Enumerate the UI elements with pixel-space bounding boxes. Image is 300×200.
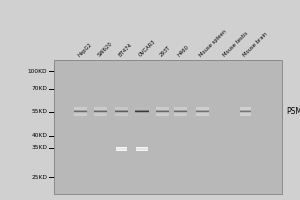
- Bar: [74, 108, 86, 109]
- Bar: [94, 110, 107, 111]
- Text: Mouse testis: Mouse testis: [223, 31, 250, 58]
- Bar: [156, 107, 169, 108]
- Bar: [240, 113, 251, 114]
- Bar: [116, 149, 127, 150]
- Bar: [135, 108, 149, 109]
- Bar: [136, 149, 148, 150]
- Bar: [94, 114, 107, 115]
- Bar: [240, 112, 251, 113]
- Bar: [174, 115, 187, 116]
- Text: HepG2: HepG2: [77, 42, 93, 58]
- Bar: [136, 150, 148, 151]
- Bar: [174, 114, 187, 115]
- Bar: [115, 110, 128, 111]
- Bar: [174, 111, 187, 112]
- Bar: [196, 109, 209, 110]
- Bar: [135, 107, 149, 108]
- Bar: [74, 110, 86, 111]
- Bar: [135, 114, 149, 115]
- Bar: [240, 108, 251, 109]
- Bar: [74, 113, 86, 114]
- Bar: [156, 110, 169, 111]
- Bar: [94, 109, 107, 110]
- Bar: [196, 114, 209, 115]
- Bar: [156, 109, 169, 110]
- Bar: [135, 111, 149, 112]
- Text: 25KD: 25KD: [32, 175, 47, 180]
- Bar: [174, 108, 187, 109]
- Bar: [196, 111, 209, 112]
- Bar: [196, 115, 209, 116]
- Text: Mouse brain: Mouse brain: [242, 32, 268, 58]
- Text: H460: H460: [177, 45, 190, 58]
- Bar: [135, 110, 149, 111]
- Text: 293T: 293T: [159, 45, 172, 58]
- Bar: [196, 113, 209, 114]
- Bar: [115, 113, 128, 114]
- Bar: [115, 109, 128, 110]
- Bar: [240, 110, 251, 111]
- Bar: [240, 111, 251, 112]
- Bar: [240, 109, 251, 110]
- Bar: [115, 114, 128, 115]
- Bar: [74, 112, 86, 113]
- Bar: [94, 115, 107, 116]
- Bar: [136, 148, 148, 149]
- Bar: [94, 108, 107, 109]
- Bar: [174, 112, 187, 113]
- Bar: [156, 111, 169, 112]
- Text: SW620: SW620: [97, 41, 114, 58]
- Bar: [74, 107, 86, 108]
- Bar: [94, 113, 107, 114]
- Text: BT474: BT474: [118, 42, 133, 58]
- Text: PSMC2: PSMC2: [286, 107, 300, 116]
- Bar: [240, 115, 251, 116]
- Bar: [174, 109, 187, 110]
- Bar: [135, 113, 149, 114]
- Bar: [156, 113, 169, 114]
- Bar: [54, 60, 282, 194]
- Bar: [115, 107, 128, 108]
- Bar: [74, 115, 86, 116]
- Bar: [174, 110, 187, 111]
- Bar: [116, 148, 127, 149]
- Bar: [196, 112, 209, 113]
- Bar: [196, 108, 209, 109]
- Bar: [156, 115, 169, 116]
- Bar: [174, 113, 187, 114]
- Text: 70KD: 70KD: [32, 86, 47, 91]
- Bar: [240, 107, 251, 108]
- Text: Mouse spleen: Mouse spleen: [199, 29, 228, 58]
- Text: OVCAR3: OVCAR3: [138, 39, 157, 58]
- Bar: [135, 115, 149, 116]
- Text: 40KD: 40KD: [32, 133, 47, 138]
- Bar: [74, 109, 86, 110]
- Bar: [156, 108, 169, 109]
- Bar: [196, 110, 209, 111]
- Bar: [115, 112, 128, 113]
- Bar: [74, 111, 86, 112]
- Bar: [115, 108, 128, 109]
- Bar: [94, 107, 107, 108]
- Bar: [240, 114, 251, 115]
- Bar: [156, 112, 169, 113]
- Bar: [135, 109, 149, 110]
- Text: 55KD: 55KD: [32, 109, 47, 114]
- Bar: [174, 107, 187, 108]
- Bar: [94, 111, 107, 112]
- Bar: [116, 150, 127, 151]
- Bar: [115, 115, 128, 116]
- Bar: [116, 147, 127, 148]
- Bar: [136, 147, 148, 148]
- Text: 35KD: 35KD: [32, 145, 47, 150]
- Bar: [94, 112, 107, 113]
- Bar: [156, 114, 169, 115]
- Bar: [74, 114, 86, 115]
- Bar: [196, 107, 209, 108]
- Text: 100KD: 100KD: [28, 69, 47, 74]
- Bar: [115, 111, 128, 112]
- Bar: [54, 60, 282, 194]
- Bar: [135, 112, 149, 113]
